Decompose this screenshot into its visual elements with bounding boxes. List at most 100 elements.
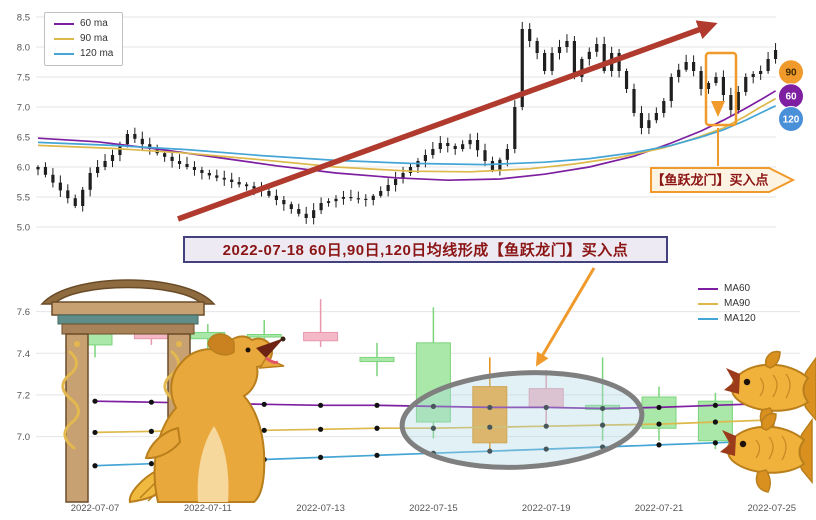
x-axis-tick-label: 2022-07-15	[409, 503, 458, 514]
candle-body	[51, 174, 55, 183]
top-chart-legend: 60 ma 90 ma 120 ma	[44, 12, 124, 66]
candle-body	[401, 173, 405, 179]
ma-badge-label: 90	[785, 68, 797, 79]
candle-body	[215, 175, 219, 178]
ma-point-marker	[148, 461, 154, 467]
trend-arrow	[177, 20, 718, 222]
ma-badges: 90 60 120	[778, 59, 804, 132]
candle-body	[438, 143, 442, 149]
legend-item-60ma: 60 ma	[54, 18, 113, 30]
candle-body	[580, 59, 584, 77]
ma-badge	[778, 106, 804, 132]
koi-fish-image	[719, 350, 816, 493]
legend-label-ma120: MA120	[724, 313, 756, 324]
candle-body	[706, 83, 711, 89]
ma-point-marker	[92, 463, 98, 469]
candle-body	[557, 47, 562, 53]
ma-point-marker	[487, 404, 493, 411]
candle-body	[423, 155, 427, 161]
ma-point-marker	[656, 442, 662, 448]
candle-body	[282, 200, 286, 205]
candle-body	[386, 185, 390, 191]
legend-item-90ma: 90 ma	[54, 33, 113, 45]
y-axis-tick-label: 7.0	[17, 103, 30, 114]
candle-body	[587, 51, 591, 59]
candle-body	[237, 182, 241, 185]
candle-body	[58, 182, 62, 191]
candle-body	[103, 161, 107, 167]
callout-arrow	[535, 267, 596, 367]
ma-point-marker	[543, 423, 549, 429]
candle-body	[632, 89, 636, 113]
candle-body	[312, 210, 316, 218]
ma-point-marker	[712, 402, 719, 408]
candle-body	[446, 143, 450, 146]
x-axis-tick-label: 2022-07-11	[184, 503, 232, 514]
y-axis-tick-label: 7.4	[17, 349, 30, 360]
y-axis-tick-label: 7.6	[17, 307, 30, 318]
candle-body	[572, 41, 576, 77]
candle-body	[766, 59, 770, 71]
y-axis-tick-label: 6.0	[17, 163, 30, 174]
candle-body	[692, 62, 696, 71]
candle-body	[341, 197, 346, 199]
candle-body	[483, 150, 487, 161]
ma-point-marker	[374, 452, 380, 458]
x-axis-tick-label: 2022-07-21	[635, 503, 684, 514]
candle-body	[222, 177, 226, 180]
candle-body	[759, 71, 763, 74]
candle-body	[669, 77, 673, 101]
candle-body	[304, 213, 308, 218]
candle-body	[364, 198, 368, 200]
candle-body	[677, 69, 681, 77]
ma-point-marker	[374, 402, 380, 408]
candle-body	[297, 209, 301, 214]
candle-body	[729, 95, 733, 110]
candle-body	[73, 198, 77, 206]
y-axis-tick-label: 6.5	[17, 133, 30, 144]
buy-point-callout: 【鱼跃龙门】买入点	[650, 167, 796, 193]
candle-body	[349, 197, 353, 199]
candle-body	[163, 153, 167, 157]
y-axis-tick-label: 7.2	[17, 390, 30, 401]
ma-point-marker	[318, 454, 324, 461]
candle-body	[475, 140, 480, 151]
y-axis-tick-label: 5.5	[17, 193, 30, 204]
candle-body	[714, 77, 718, 83]
x-axis-tick-label: 2022-07-13	[296, 503, 345, 514]
buy-point-highlight-box	[704, 51, 738, 166]
x-axis-tick-label: 2022-07-25	[747, 503, 796, 514]
ma-point-marker	[600, 422, 606, 428]
legend-label-ma60: MA60	[724, 283, 751, 294]
candle-body	[431, 149, 435, 155]
legend-swatch-120ma	[54, 53, 74, 55]
candle-body	[133, 134, 137, 139]
ma-point-marker	[600, 405, 606, 412]
candle-body	[200, 170, 204, 173]
convergence-ellipse	[399, 370, 645, 470]
candle-body	[356, 198, 360, 200]
candle-body	[639, 113, 644, 128]
candle-body	[736, 92, 740, 110]
legend-label-90ma: 90 ma	[80, 33, 108, 44]
candle-body	[684, 62, 688, 70]
legend-label-120ma: 120 ma	[80, 48, 114, 59]
ma-point-marker	[712, 419, 719, 425]
candle-body	[543, 53, 547, 71]
ma-point-marker	[92, 398, 98, 404]
ma60-line	[37, 90, 777, 182]
ma-point-marker	[261, 427, 267, 433]
zoom-chart-legend: MA60 MA90 MA120	[698, 283, 756, 325]
candle-body	[359, 356, 395, 363]
legend-swatch-ma60	[698, 288, 718, 290]
ma-point-marker	[318, 426, 324, 432]
ma-point-marker	[656, 421, 662, 427]
candle-body	[505, 149, 509, 160]
ma-point-marker	[543, 404, 549, 411]
ma-point-marker	[487, 448, 493, 454]
ma-point-marker	[148, 399, 154, 405]
candle-body	[96, 167, 100, 173]
candle-body	[81, 189, 85, 206]
y-axis-tick-label: 7.5	[17, 73, 30, 84]
